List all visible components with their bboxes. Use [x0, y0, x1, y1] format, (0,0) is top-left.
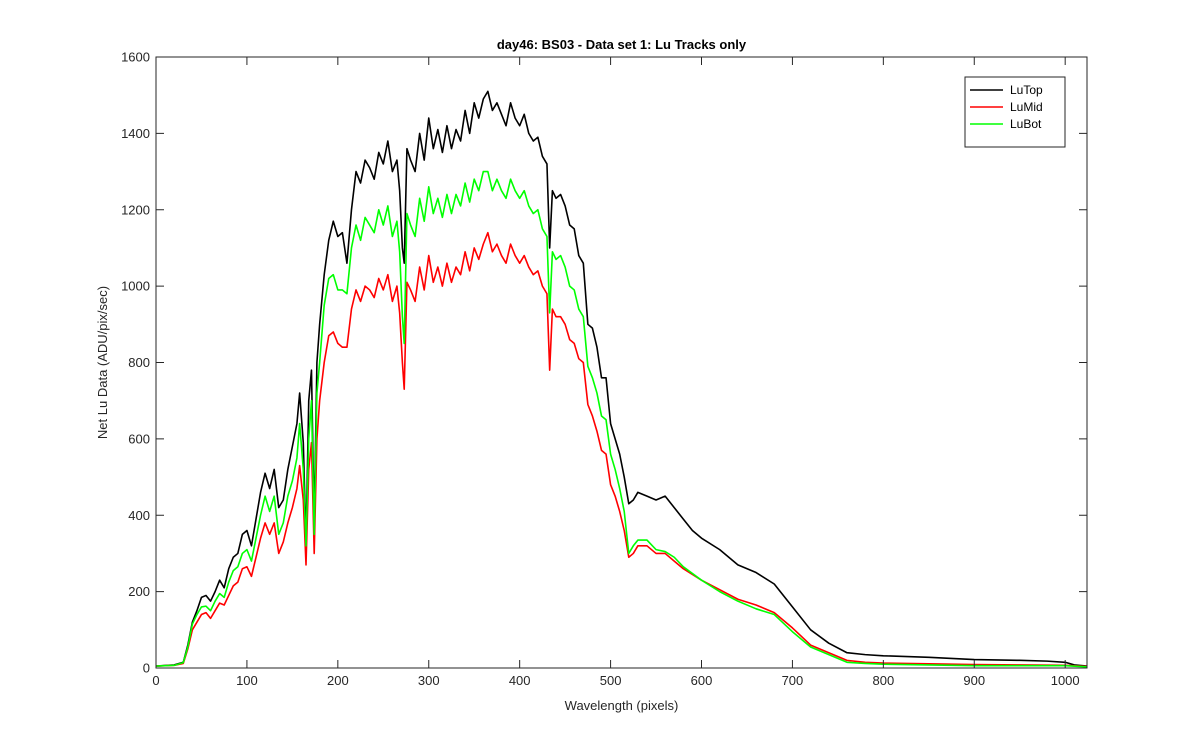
- y-axis-label: Net Lu Data (ADU/pix/sec): [95, 286, 110, 439]
- y-tick-label: 1200: [121, 202, 150, 217]
- legend-label-lubot: LuBot: [1010, 117, 1042, 131]
- x-tick-label: 0: [152, 673, 159, 688]
- x-tick-label: 600: [691, 673, 713, 688]
- x-tick-label: 800: [872, 673, 894, 688]
- y-tick-label: 200: [128, 584, 150, 599]
- legend-box: [964, 76, 1066, 148]
- series-line-lumid: [155, 231, 1088, 668]
- x-tick-label: 300: [418, 673, 440, 688]
- x-tick-label: 200: [327, 673, 349, 688]
- y-tick-label: 1400: [121, 126, 150, 141]
- x-tick-label: 500: [600, 673, 622, 688]
- y-tick-label: 600: [128, 431, 150, 446]
- x-tick-label: 100: [236, 673, 258, 688]
- series-layer: [155, 90, 1088, 668]
- x-axis-label: Wavelength (pixels): [565, 698, 679, 713]
- x-tick-label: 900: [963, 673, 985, 688]
- x-tick-label: 700: [782, 673, 804, 688]
- y-tick-label: 400: [128, 508, 150, 523]
- series-line-lutop: [155, 90, 1088, 667]
- legend-label-lumid: LuMid: [1010, 100, 1043, 114]
- legend-label-lutop: LuTop: [1010, 83, 1043, 97]
- y-tick-label: 0: [143, 661, 150, 676]
- y-tick-label: 1600: [121, 50, 150, 65]
- y-tick-label: 800: [128, 355, 150, 370]
- y-tick-label: 1000: [121, 279, 150, 294]
- plot-area: [156, 57, 1087, 668]
- y-axis-ticks: 0 200 400 600 800 1000 1200 1400 1600: [121, 50, 1087, 676]
- chart-title: day46: BS03 - Data set 1: Lu Tracks only: [497, 37, 747, 52]
- series-line-lubot: [155, 170, 1088, 668]
- x-tick-label: 1000: [1051, 673, 1080, 688]
- legend: LuTop LuMid LuBot: [964, 76, 1066, 148]
- x-tick-label: 400: [509, 673, 531, 688]
- x-axis-ticks: 0 100 200 300 400 500 600 700 800 900 1000: [152, 57, 1080, 688]
